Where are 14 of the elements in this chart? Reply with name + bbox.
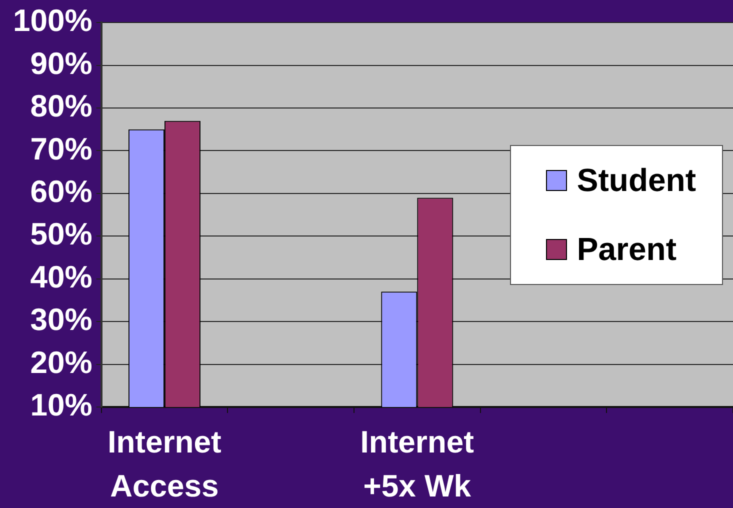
y-tick-label: 30% xyxy=(30,302,92,338)
y-tick-label: 50% xyxy=(30,216,92,252)
y-tick-label: 60% xyxy=(30,174,92,209)
x-tick-label: Internet +5x Wk xyxy=(360,424,474,504)
y-tick-label: 70% xyxy=(30,131,92,166)
y-tick-label: 10% xyxy=(30,388,92,423)
legend-label: Parent xyxy=(576,230,676,268)
y-tick-label: 40% xyxy=(30,259,92,294)
y-tick-label: 90% xyxy=(30,46,92,81)
legend-label: Student xyxy=(576,162,696,199)
x-tick-label: Internet Access xyxy=(108,424,222,504)
y-tick-label: 100% xyxy=(12,3,92,38)
y-tick-label: 80% xyxy=(30,88,92,124)
y-tick-label: 20% xyxy=(30,344,92,380)
